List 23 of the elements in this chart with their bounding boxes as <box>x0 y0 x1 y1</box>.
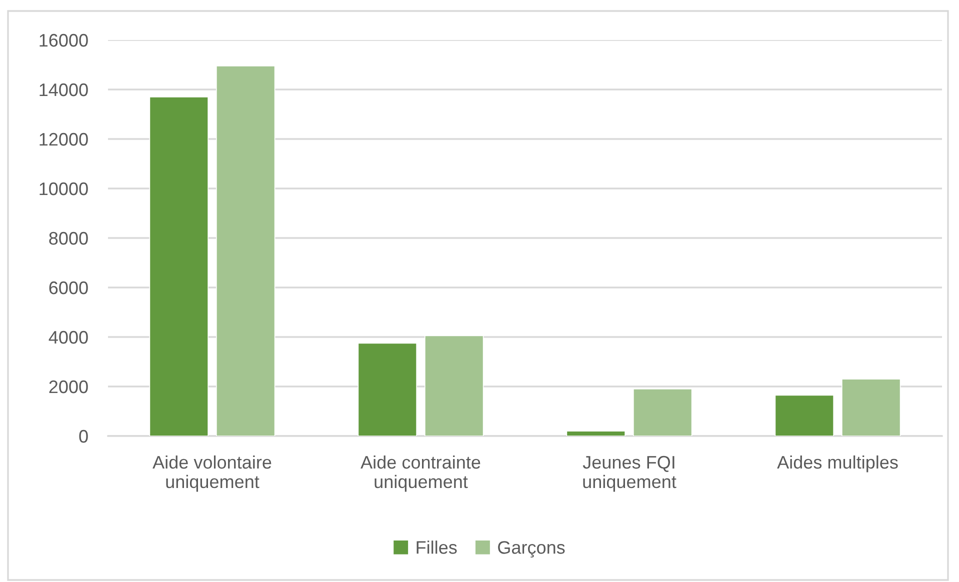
bar <box>842 378 901 436</box>
y-tick-label: 16000 <box>40 34 88 47</box>
legend-label: Filles <box>416 540 457 554</box>
bar <box>358 342 417 436</box>
y-tick-label: 6000 <box>49 281 88 294</box>
y-tick-label: 4000 <box>48 330 88 344</box>
y-tick-label: 10000 <box>40 182 88 196</box>
bar <box>774 394 834 436</box>
bar <box>424 335 484 436</box>
y-tick-label: 0 <box>79 430 88 443</box>
legend-label: Garçons <box>498 541 565 558</box>
y-tick-label: 14000 <box>40 83 88 96</box>
x-tick-label: Aide volontaire uniquement <box>152 455 272 492</box>
bar <box>216 66 276 436</box>
bar <box>566 430 626 436</box>
x-tick-label: Aide contrainte uniquement <box>360 455 480 492</box>
y-tick-label: 8000 <box>49 232 88 245</box>
y-tick-label: 12000 <box>40 132 88 146</box>
y-tick-label: 2000 <box>49 380 88 394</box>
x-tick-label: Jeunes FQI uniquement <box>582 456 676 492</box>
x-tick-label: Aides multiples <box>777 455 898 472</box>
bar <box>633 388 692 436</box>
bar <box>149 96 208 436</box>
